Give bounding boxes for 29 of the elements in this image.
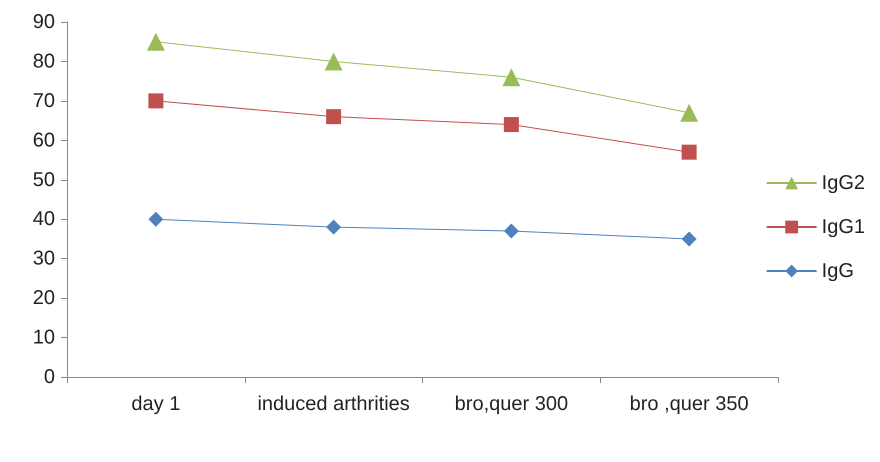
point [148,212,164,227]
point [146,32,165,51]
point [324,52,343,70]
x-tick-label: day 1 [131,393,180,415]
x-tick-label: bro,quer 300 [454,393,568,415]
y-tick-label: 40 [32,208,55,230]
y-tick-label: 20 [32,287,55,310]
y-tick-label: 50 [32,168,55,191]
y-tick-label: 80 [32,50,55,72]
point [504,224,519,239]
point [680,104,698,122]
legend-label: IgG2 [822,172,865,194]
point [502,68,520,86]
y-tick-label: 10 [32,326,55,349]
point [326,109,342,124]
x-tick-label: induced arthrities [257,393,410,415]
point [148,93,164,108]
legend-label: IgG [822,260,854,282]
y-tick-label: 30 [32,248,55,270]
y-tick-label: 0 [44,366,55,388]
y-tick-label: 90 [32,11,55,33]
y-tick-label: 70 [32,90,55,112]
y-tick-label: 60 [32,129,55,152]
point [504,117,519,132]
legend-label: IgG1 [822,216,865,238]
point [326,220,342,235]
point [682,144,697,160]
x-tick-label: bro ,quer 350 [630,393,749,415]
point [682,231,697,246]
